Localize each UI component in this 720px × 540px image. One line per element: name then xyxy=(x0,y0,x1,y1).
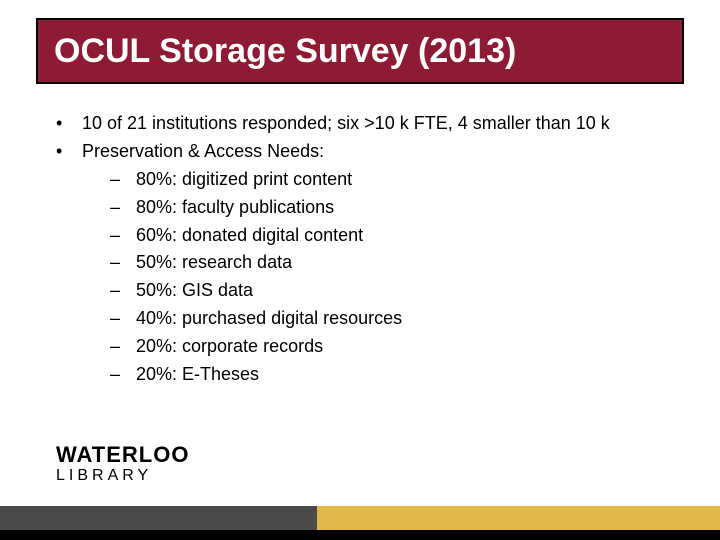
sub-item: – 20%: corporate records xyxy=(110,333,680,361)
sub-item: – 20%: E-Theses xyxy=(110,361,680,389)
sub-text: 80%: digitized print content xyxy=(136,166,680,194)
logo-line2: LIBRARY xyxy=(56,468,189,484)
sub-item: – 40%: purchased digital resources xyxy=(110,305,680,333)
bullet-item: • 10 of 21 institutions responded; six >… xyxy=(56,110,680,138)
content-area: • 10 of 21 institutions responded; six >… xyxy=(56,110,680,389)
stripe-gold xyxy=(317,506,720,530)
sub-text: 50%: research data xyxy=(136,249,680,277)
sub-text: 60%: donated digital content xyxy=(136,222,680,250)
sub-text: 20%: corporate records xyxy=(136,333,680,361)
sub-item: – 50%: GIS data xyxy=(110,277,680,305)
dash-marker: – xyxy=(110,222,136,250)
sub-text: 20%: E-Theses xyxy=(136,361,680,389)
sub-item: – 80%: faculty publications xyxy=(110,194,680,222)
sub-text: 80%: faculty publications xyxy=(136,194,680,222)
bullet-marker: • xyxy=(56,110,82,138)
footer-stripe xyxy=(0,506,720,530)
stripe-dark xyxy=(0,506,317,530)
sub-item: – 80%: digitized print content xyxy=(110,166,680,194)
slide-title: OCUL Storage Survey (2013) xyxy=(54,32,516,71)
bullet-item: • Preservation & Access Needs: xyxy=(56,138,680,166)
dash-marker: – xyxy=(110,333,136,361)
dash-marker: – xyxy=(110,249,136,277)
dash-marker: – xyxy=(110,166,136,194)
logo-line1: WATERLOO xyxy=(56,444,189,466)
sub-item: – 60%: donated digital content xyxy=(110,222,680,250)
bottom-black-bar xyxy=(0,530,720,540)
title-bar: OCUL Storage Survey (2013) xyxy=(36,18,684,84)
bullet-text: Preservation & Access Needs: xyxy=(82,138,680,166)
dash-marker: – xyxy=(110,194,136,222)
dash-marker: – xyxy=(110,277,136,305)
waterloo-library-logo: WATERLOO LIBRARY xyxy=(56,444,189,484)
sub-text: 50%: GIS data xyxy=(136,277,680,305)
dash-marker: – xyxy=(110,361,136,389)
sub-list: – 80%: digitized print content – 80%: fa… xyxy=(110,166,680,389)
sub-text: 40%: purchased digital resources xyxy=(136,305,680,333)
dash-marker: – xyxy=(110,305,136,333)
sub-item: – 50%: research data xyxy=(110,249,680,277)
bullet-text: 10 of 21 institutions responded; six >10… xyxy=(82,110,680,138)
bullet-marker: • xyxy=(56,138,82,166)
